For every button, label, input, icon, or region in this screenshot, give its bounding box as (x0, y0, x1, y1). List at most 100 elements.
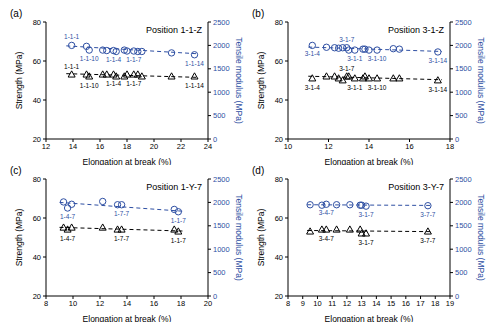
svg-text:500: 500 (213, 111, 226, 120)
svg-text:1-1-14: 1-1-14 (185, 82, 204, 89)
svg-text:20: 20 (33, 292, 41, 301)
svg-text:1500: 1500 (455, 221, 472, 230)
svg-text:13: 13 (357, 299, 365, 308)
svg-text:0: 0 (455, 292, 459, 301)
svg-text:2500: 2500 (455, 18, 472, 27)
svg-text:3-1-1: 3-1-1 (347, 55, 363, 62)
svg-text:1-7-7: 1-7-7 (114, 235, 130, 242)
svg-text:Strength (MPa): Strength (MPa) (14, 52, 24, 110)
svg-text:18: 18 (123, 142, 131, 151)
svg-text:3-4-7: 3-4-7 (319, 209, 335, 216)
svg-text:3-7-7: 3-7-7 (420, 237, 436, 244)
svg-text:80: 80 (275, 175, 283, 184)
svg-text:15: 15 (387, 299, 395, 308)
svg-text:Strength (MPa): Strength (MPa) (14, 209, 24, 267)
svg-text:12: 12 (42, 142, 50, 151)
svg-text:10: 10 (69, 299, 77, 308)
svg-text:3-1-4: 3-1-4 (305, 50, 321, 57)
svg-text:60: 60 (275, 214, 283, 223)
svg-text:40: 40 (33, 253, 41, 262)
svg-text:17: 17 (416, 299, 424, 308)
svg-text:3-1-4: 3-1-4 (305, 84, 321, 91)
svg-text:1000: 1000 (213, 88, 230, 97)
svg-text:1-1-1: 1-1-1 (64, 33, 80, 40)
svg-text:2500: 2500 (213, 175, 230, 184)
svg-text:9: 9 (301, 299, 305, 308)
svg-text:80: 80 (33, 175, 41, 184)
svg-text:8: 8 (286, 299, 290, 308)
svg-text:1000: 1000 (213, 245, 230, 254)
svg-text:20: 20 (33, 135, 41, 144)
svg-text:3-1-7: 3-1-7 (358, 239, 374, 246)
svg-text:14: 14 (372, 299, 380, 308)
svg-text:12: 12 (324, 142, 332, 151)
svg-text:500: 500 (213, 268, 226, 277)
svg-text:3-1-14: 3-1-14 (428, 86, 447, 93)
svg-text:16: 16 (405, 142, 413, 151)
svg-text:3-1-10: 3-1-10 (368, 84, 387, 91)
svg-text:1-1-10: 1-1-10 (80, 55, 99, 62)
svg-text:20: 20 (275, 292, 283, 301)
svg-text:1-1-7: 1-1-7 (171, 217, 187, 224)
svg-text:0: 0 (213, 135, 217, 144)
svg-text:0: 0 (213, 292, 217, 301)
svg-text:Tensile modulus (MPa): Tensile modulus (MPa) (476, 37, 486, 124)
svg-text:16: 16 (150, 299, 158, 308)
svg-text:2000: 2000 (213, 41, 230, 50)
svg-text:500: 500 (455, 111, 468, 120)
svg-text:500: 500 (455, 268, 468, 277)
svg-text:11: 11 (328, 299, 336, 308)
svg-text:60: 60 (33, 57, 41, 66)
svg-text:2000: 2000 (455, 198, 472, 207)
svg-text:2500: 2500 (213, 18, 230, 27)
svg-text:14: 14 (69, 142, 77, 151)
svg-text:Tensile modulus (MPa): Tensile modulus (MPa) (234, 194, 244, 281)
svg-text:16: 16 (96, 142, 104, 151)
svg-text:Strength (MPa): Strength (MPa) (256, 52, 266, 110)
svg-text:1-1-10: 1-1-10 (80, 82, 99, 89)
svg-text:2500: 2500 (455, 175, 472, 184)
svg-text:1-1-7: 1-1-7 (126, 56, 142, 63)
svg-text:16: 16 (402, 299, 410, 308)
svg-text:2000: 2000 (455, 41, 472, 50)
svg-text:1500: 1500 (213, 221, 230, 230)
svg-text:Tensile modulus (MPa): Tensile modulus (MPa) (234, 37, 244, 124)
svg-text:80: 80 (275, 18, 283, 27)
svg-text:3-1-14: 3-1-14 (428, 57, 447, 64)
svg-text:12: 12 (343, 299, 351, 308)
svg-text:80: 80 (33, 18, 41, 27)
svg-text:Elongation at break (%): Elongation at break (%) (325, 314, 414, 322)
svg-text:Elongation at break (%): Elongation at break (%) (83, 314, 172, 322)
svg-text:12: 12 (96, 299, 104, 308)
svg-text:2000: 2000 (213, 198, 230, 207)
svg-text:1-1-4: 1-1-4 (106, 80, 122, 87)
svg-text:40: 40 (33, 96, 41, 105)
svg-text:3-4-7: 3-4-7 (319, 235, 335, 242)
svg-text:10: 10 (313, 299, 321, 308)
svg-text:60: 60 (33, 214, 41, 223)
svg-text:1-1-7: 1-1-7 (126, 80, 142, 87)
svg-text:3-1-7: 3-1-7 (339, 65, 355, 72)
svg-text:1-1-7: 1-1-7 (171, 237, 187, 244)
svg-text:19: 19 (446, 299, 454, 308)
svg-text:3-1-10: 3-1-10 (368, 55, 387, 62)
svg-text:8: 8 (44, 299, 48, 308)
svg-text:0: 0 (455, 135, 459, 144)
svg-text:1-1-4: 1-1-4 (106, 56, 122, 63)
svg-text:Elongation at break (%): Elongation at break (%) (83, 157, 172, 165)
svg-text:24: 24 (204, 142, 212, 151)
svg-text:1-7-7: 1-7-7 (114, 210, 130, 217)
svg-text:1000: 1000 (455, 245, 472, 254)
svg-text:1500: 1500 (213, 64, 230, 73)
svg-text:1-1-14: 1-1-14 (185, 60, 204, 67)
svg-text:40: 40 (275, 253, 283, 262)
svg-text:14: 14 (365, 142, 373, 151)
svg-text:3-7-7: 3-7-7 (420, 211, 436, 218)
svg-text:10: 10 (284, 142, 292, 151)
svg-text:1500: 1500 (455, 64, 472, 73)
svg-text:Strength (MPa): Strength (MPa) (256, 209, 266, 267)
svg-text:1-4-7: 1-4-7 (60, 213, 76, 220)
svg-text:Elongation at break (%): Elongation at break (%) (325, 157, 414, 165)
svg-text:60: 60 (275, 57, 283, 66)
svg-text:3-1-1: 3-1-1 (347, 84, 363, 91)
